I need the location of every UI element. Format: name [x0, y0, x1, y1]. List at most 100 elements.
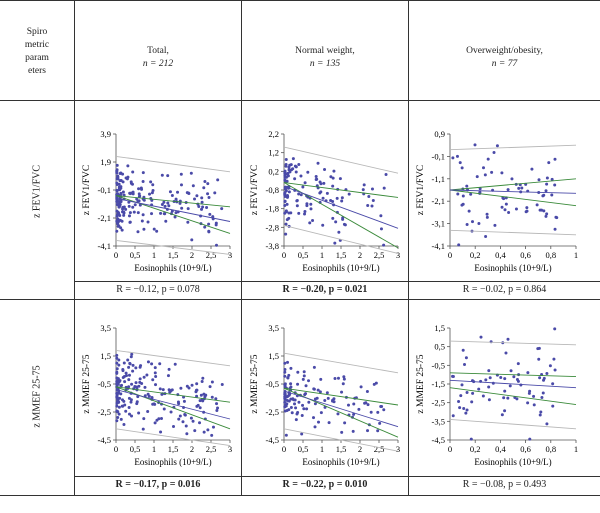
data-point — [133, 203, 137, 207]
x-tick-label: 0,8 — [545, 250, 556, 260]
data-point — [141, 179, 145, 183]
data-point — [166, 374, 170, 378]
data-point — [366, 204, 370, 208]
header-col-n: n = 212 — [142, 59, 174, 69]
y-tick-label: -0,5 — [266, 379, 279, 389]
data-point — [308, 221, 312, 225]
data-point — [303, 212, 307, 216]
data-point — [183, 413, 187, 417]
data-point — [200, 196, 204, 200]
data-point — [359, 385, 363, 389]
data-point — [289, 405, 293, 409]
y-tick-label: -4,5 — [98, 435, 111, 445]
data-point — [321, 223, 325, 227]
data-point — [538, 376, 542, 380]
data-point — [191, 184, 195, 188]
data-point — [525, 206, 529, 210]
data-point — [129, 400, 133, 404]
data-point — [465, 408, 469, 412]
scatter-plot-total-fev1fvc: z FEV1/FVC 3,9 1,9 -0,1 -2,1 -4,10 0,5 1 1,5 2 2,5… — [82, 129, 232, 273]
confidence-interval-lower — [283, 387, 399, 438]
data-point — [126, 175, 130, 179]
data-point — [551, 404, 555, 408]
data-point — [115, 353, 119, 357]
data-point — [382, 186, 386, 190]
data-point — [484, 234, 488, 238]
data-point — [371, 198, 375, 202]
data-point — [367, 195, 371, 199]
data-point — [158, 387, 162, 391]
data-point — [162, 200, 166, 204]
data-point — [506, 188, 510, 192]
data-point — [506, 337, 510, 341]
data-point — [214, 397, 218, 401]
data-point — [312, 387, 316, 391]
data-point — [203, 225, 207, 229]
y-tick-label: 2,2 — [268, 129, 279, 139]
data-point — [311, 219, 315, 223]
data-point — [115, 404, 119, 408]
data-point — [532, 403, 536, 407]
data-point — [554, 215, 558, 219]
data-point — [544, 214, 548, 218]
y-tick-label: 1,5 — [100, 351, 111, 361]
confidence-interval-upper — [115, 195, 231, 208]
data-point — [186, 191, 190, 195]
x-tick-label: 1 — [574, 444, 578, 454]
data-point — [169, 410, 173, 414]
data-point — [121, 190, 125, 194]
data-point — [487, 369, 491, 373]
data-point — [536, 347, 540, 351]
data-point — [338, 177, 342, 181]
confidence-interval-upper — [283, 182, 399, 198]
data-point — [528, 389, 532, 393]
data-point — [205, 205, 209, 209]
header-row-label-line: param — [25, 53, 49, 63]
data-point — [117, 405, 121, 409]
data-point — [366, 429, 370, 433]
data-point — [163, 212, 167, 216]
data-point — [115, 361, 119, 365]
data-point — [451, 414, 455, 418]
data-point — [115, 182, 119, 186]
scatter-plot-normal-fev1fvc: z FEV1/FVC 2,2 1,2 0,2 -0,8 -1,8 -2,8 -3,80 0,5 1… — [250, 129, 400, 273]
data-point — [508, 384, 512, 388]
data-points — [115, 352, 224, 437]
data-point — [478, 187, 482, 191]
data-point — [545, 422, 549, 426]
data-point — [291, 157, 295, 161]
data-point — [201, 205, 205, 209]
data-point — [163, 204, 167, 208]
data-point — [316, 161, 320, 165]
data-point — [180, 206, 184, 210]
data-point — [503, 377, 507, 381]
data-point — [528, 437, 532, 441]
data-point — [293, 398, 297, 402]
data-point — [117, 363, 121, 367]
data-point — [118, 213, 122, 217]
data-point — [179, 172, 183, 176]
data-point — [304, 384, 308, 388]
x-tick-label: 3 — [396, 444, 400, 454]
y-tick-label: 1,5 — [434, 323, 445, 333]
data-point — [293, 402, 297, 406]
data-point — [307, 379, 311, 383]
scatter-plot-total-mmef: z MMEF 25-75 3,5 1,5 -0,5 -2,5 -4,50 0,5 1 1,5 2 2… — [82, 323, 232, 467]
data-point — [316, 388, 320, 392]
data-point — [213, 191, 217, 195]
data-point — [516, 362, 520, 366]
row-label-mmef: z MMEF 25-75 — [31, 365, 43, 428]
data-point — [484, 378, 488, 382]
data-point — [127, 373, 131, 377]
data-point — [313, 397, 317, 401]
data-point — [211, 215, 215, 219]
data-point — [124, 207, 128, 211]
y-tick-label: -0,1 — [98, 185, 111, 195]
data-point — [295, 204, 299, 208]
data-point — [199, 393, 203, 397]
data-point — [286, 376, 290, 380]
data-point — [150, 362, 154, 366]
data-point — [553, 327, 557, 331]
y-tick-label: -1,5 — [432, 379, 445, 389]
